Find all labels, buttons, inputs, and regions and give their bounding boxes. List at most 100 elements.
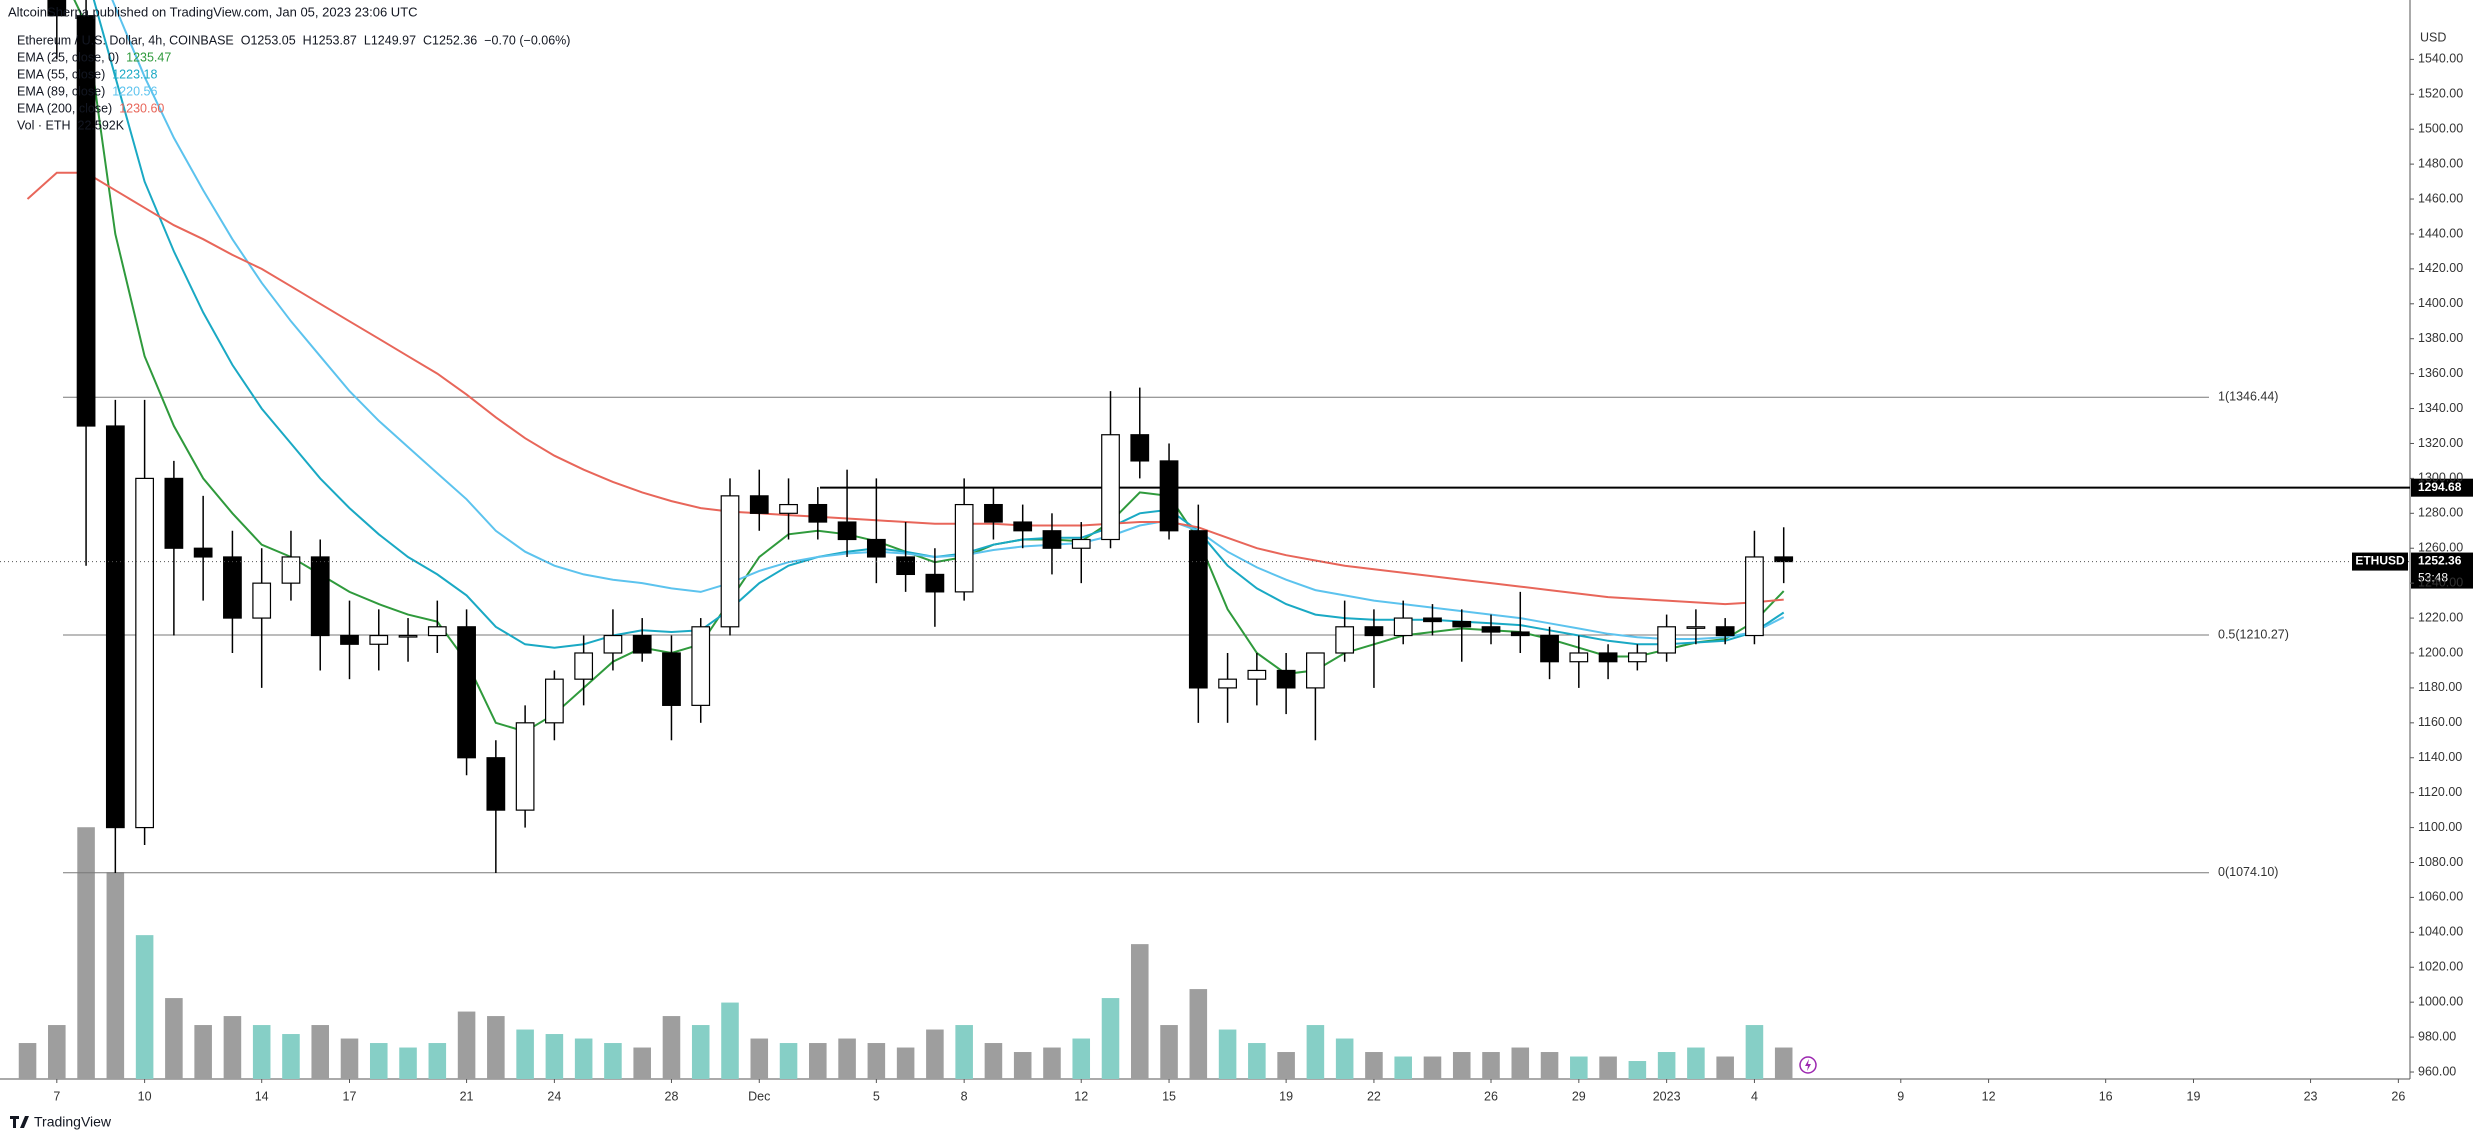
- volume-bar: [340, 1038, 359, 1079]
- legend-ohlc: H1253.87: [303, 33, 357, 47]
- candle-body: [925, 573, 945, 593]
- candle-body: [1598, 652, 1618, 663]
- candle-body: [1715, 626, 1735, 637]
- legend-title: Ethereum / U.S. Dollar, 4h, COINBASE: [17, 33, 234, 47]
- y-tick-label: 980.00: [2418, 1029, 2456, 1043]
- y-tick-label: 1260.00: [2418, 541, 2463, 555]
- candle-body: [47, 0, 67, 17]
- legend-volume-name: Vol · ETH: [17, 118, 71, 132]
- y-tick-label: 1100.00: [2418, 820, 2462, 834]
- y-tick-label: 1080.00: [2418, 855, 2463, 869]
- candle-body: [1306, 652, 1325, 689]
- candle-body: [1627, 652, 1647, 663]
- candle-body: [1481, 626, 1501, 633]
- candle-body: [1159, 460, 1179, 532]
- y-tick-label: 1400.00: [2418, 296, 2463, 310]
- x-tick-label: 29: [1572, 1089, 1586, 1103]
- candle-body: [749, 495, 769, 514]
- y-tick-label: 1520.00: [2418, 87, 2463, 101]
- volume-bar: [1540, 1052, 1559, 1079]
- resistance-tag: 1294.68: [2418, 480, 2462, 494]
- volume-bar: [867, 1043, 886, 1079]
- price-unit: USD: [2420, 30, 2446, 44]
- y-tick-label: 1040.00: [2418, 925, 2463, 939]
- candle-body: [866, 538, 886, 558]
- candle-body: [164, 477, 184, 549]
- y-tick-label: 1220.00: [2418, 610, 2463, 624]
- x-tick-label: 19: [2187, 1089, 2201, 1103]
- candle-body: [427, 626, 447, 637]
- candle-body: [1569, 652, 1589, 663]
- legend-series-value: 1220.56: [112, 84, 157, 98]
- volume-bar: [1130, 944, 1149, 1079]
- candle-body: [1218, 678, 1237, 689]
- legend-change: −0.70 (−0.06%): [484, 33, 570, 47]
- fib-level-label: 0(1074.10): [2218, 865, 2278, 879]
- volume-bar: [487, 1016, 505, 1079]
- x-tick-label: 5: [873, 1089, 880, 1103]
- legend-series-name: EMA (200, close): [17, 101, 112, 115]
- volume-bar: [1482, 1052, 1500, 1079]
- y-tick-label: 1020.00: [2418, 960, 2463, 974]
- symbol-tag-bg: [2352, 552, 2408, 571]
- candle-body: [1013, 521, 1033, 532]
- candle-body: [984, 503, 1003, 523]
- y-tick-label: 1460.00: [2418, 191, 2463, 205]
- volume-bar: [896, 1047, 915, 1079]
- x-tick-label: 15: [1162, 1089, 1176, 1103]
- y-tick-label: 1000.00: [2418, 994, 2463, 1008]
- volume-bar: [1423, 1056, 1442, 1079]
- volume-bar: [1599, 1056, 1617, 1079]
- candle-body: [808, 503, 828, 523]
- candle-body: [398, 634, 418, 638]
- y-tick-label: 1120.00: [2418, 785, 2462, 799]
- x-tick-label: Dec: [748, 1089, 770, 1103]
- x-tick-label: 23: [2304, 1089, 2318, 1103]
- candle-body: [1042, 530, 1062, 549]
- candle-body: [1510, 631, 1530, 637]
- volume-bar: [1511, 1047, 1530, 1079]
- brand-name: TradingView: [34, 1114, 112, 1130]
- y-tick-label: 1240.00: [2418, 575, 2463, 589]
- symbol-tag: ETHUSD: [2355, 554, 2405, 568]
- y-tick-label: 1140.00: [2418, 750, 2462, 764]
- volume-bar: [252, 1025, 271, 1079]
- candle-body: [515, 722, 535, 811]
- candle-body: [574, 652, 594, 680]
- candle-body: [1540, 634, 1559, 663]
- volume-bar: [1043, 1047, 1061, 1079]
- volume-bar: [48, 1025, 66, 1079]
- volume-bar: [77, 827, 95, 1079]
- volume-bar: [838, 1038, 856, 1079]
- alert-bolt: [1805, 1059, 1811, 1071]
- legend-series-value: 1223.18: [112, 67, 157, 81]
- candle-body: [76, 15, 96, 427]
- volume-bar: [1335, 1038, 1354, 1079]
- x-tick-label: 28: [665, 1089, 679, 1103]
- candle-body: [632, 634, 652, 654]
- volume-bar: [691, 1025, 710, 1079]
- y-tick-label: 1380.00: [2418, 331, 2463, 345]
- candle-body: [369, 634, 389, 645]
- volume-bar: [457, 1011, 476, 1079]
- volume-bar: [135, 935, 154, 1079]
- candle-body: [1101, 434, 1120, 541]
- candle-body: [720, 495, 740, 628]
- volume-bar: [662, 1016, 681, 1079]
- x-tick-label: 10: [138, 1089, 152, 1103]
- volume-bar: [1774, 1047, 1793, 1079]
- candle-body: [837, 521, 857, 541]
- y-tick-label: 960.00: [2418, 1064, 2456, 1078]
- volume-bar: [1687, 1047, 1705, 1079]
- candle-body: [1130, 434, 1150, 462]
- candle-body: [252, 582, 272, 619]
- y-tick-label: 1340.00: [2418, 401, 2463, 415]
- x-tick-label: 16: [2099, 1089, 2113, 1103]
- candle-body: [457, 626, 476, 759]
- x-tick-label: 4: [1751, 1089, 1758, 1103]
- candle-body: [691, 626, 711, 706]
- x-tick-label: 7: [53, 1089, 60, 1103]
- fib-level-label: 0.5(1210.27): [2218, 627, 2289, 641]
